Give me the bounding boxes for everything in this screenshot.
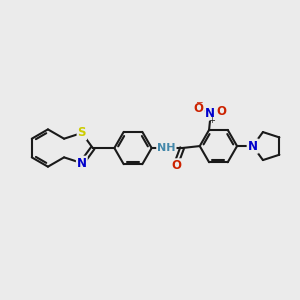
Text: N: N xyxy=(248,140,258,153)
Text: NH: NH xyxy=(157,143,176,153)
Text: O: O xyxy=(193,102,203,115)
Text: −: − xyxy=(196,97,203,106)
Text: O: O xyxy=(217,105,227,118)
Text: N: N xyxy=(205,107,215,120)
Text: S: S xyxy=(78,127,86,140)
Text: +: + xyxy=(208,116,215,124)
Text: O: O xyxy=(171,159,181,172)
Text: N: N xyxy=(248,140,258,153)
Text: N: N xyxy=(77,157,87,169)
